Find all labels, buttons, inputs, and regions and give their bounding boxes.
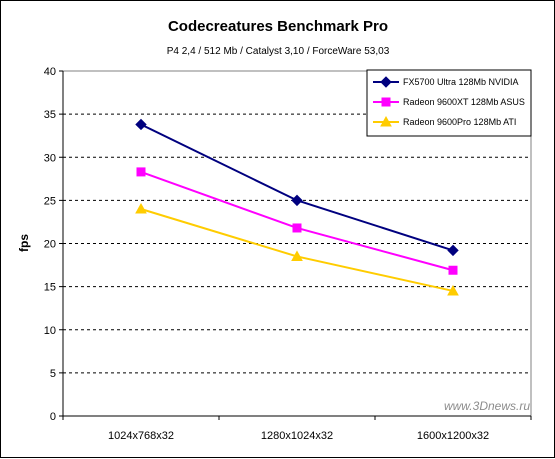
- y-tick-label: 35: [44, 109, 56, 121]
- legend-marker: [381, 97, 391, 107]
- data-point: [136, 167, 146, 177]
- y-tick-label: 15: [44, 282, 56, 294]
- legend-label: FX5700 Ultra 128Mb NVIDIA: [403, 77, 519, 87]
- y-tick-label: 30: [44, 152, 56, 164]
- legend-marker: [380, 115, 392, 127]
- data-point: [447, 284, 459, 296]
- data-point: [291, 194, 303, 207]
- data-point: [135, 202, 147, 214]
- legend: FX5700 Ultra 128Mb NVIDIA Radeon 9600XT 1…: [366, 69, 532, 137]
- x-tick-label: 1600x1200x32: [417, 430, 489, 442]
- data-point: [292, 223, 302, 233]
- y-tick-label: 10: [44, 325, 56, 337]
- data-point: [291, 250, 303, 261]
- y-tick-label: 0: [50, 411, 56, 423]
- x-tick-label: 1280x1024x32: [261, 430, 333, 442]
- x-tick-label: 1024x768x32: [108, 430, 174, 442]
- legend-label: Radeon 9600XT 128Mb ASUS: [403, 97, 525, 107]
- watermark-text: www.3Dnews.ru: [444, 399, 530, 413]
- y-tick-label: 25: [44, 195, 56, 207]
- y-axis-label: fps: [17, 234, 31, 252]
- chart-subtitle: P4 2,4 / 512 Mb / Catalyst 3,10 / ForceW…: [167, 46, 390, 57]
- data-point: [135, 118, 147, 131]
- data-point: [447, 244, 459, 257]
- y-tick-label: 5: [50, 368, 56, 380]
- chart-title: Codecreatures Benchmark Pro: [168, 18, 388, 35]
- legend-marker: [380, 76, 392, 88]
- y-tick-label: 20: [44, 239, 56, 251]
- data-point: [448, 265, 458, 275]
- y-tick-label: 40: [44, 66, 56, 78]
- legend-label: Radeon 9600Pro 128Mb ATI: [403, 117, 516, 127]
